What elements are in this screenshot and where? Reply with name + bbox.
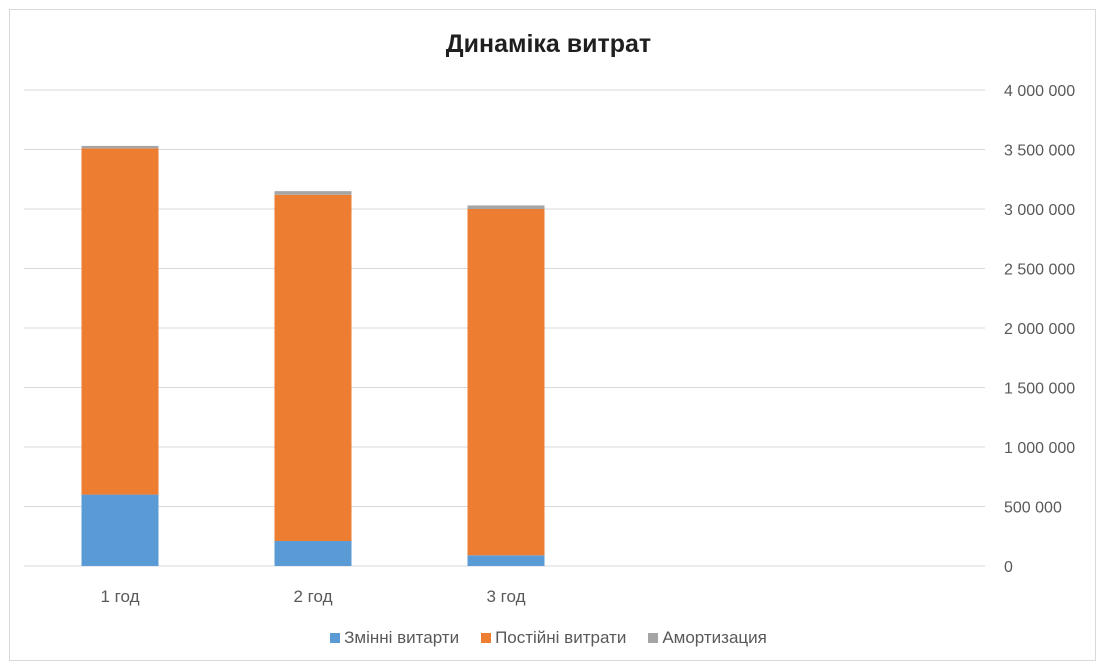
legend-label-amortization: Амортизация [662, 628, 767, 647]
chart-frame [9, 9, 1096, 661]
legend: Змінні витарти Постійні витрати Амортиза… [0, 628, 1097, 648]
bar-segment [81, 148, 159, 495]
bar-segment [467, 205, 545, 209]
bar-segment [274, 194, 352, 542]
y-tick-label: 1 000 000 [1004, 440, 1075, 457]
y-tick-label: 3 500 000 [1004, 143, 1075, 160]
legend-swatch-fixed [481, 633, 492, 643]
y-tick-label: 3 000 000 [1004, 202, 1075, 219]
x-tick-label: 1 год [100, 587, 139, 606]
legend-item-variable: Змінні витарти [330, 628, 459, 648]
y-tick-label: 0 [1004, 559, 1013, 576]
legend-swatch-amortization [648, 633, 659, 643]
y-tick-label: 2 000 000 [1004, 321, 1075, 338]
y-tick-label: 2 500 000 [1004, 262, 1075, 279]
legend-label-fixed: Постійні витрати [495, 628, 627, 647]
y-tick-label: 500 000 [1004, 500, 1062, 517]
legend-item-fixed: Постійні витрати [481, 628, 626, 648]
y-tick-label: 4 000 000 [1004, 83, 1075, 100]
bar-segment [81, 145, 159, 149]
y-tick-label: 1 500 000 [1004, 381, 1075, 398]
legend-swatch-variable [330, 633, 341, 643]
bar-segment [81, 494, 159, 566]
chart-title: Динаміка витрат [445, 30, 652, 58]
bar-segment [274, 541, 352, 566]
legend-item-amortization: Амортизация [648, 628, 767, 648]
bar-segment [274, 191, 352, 195]
bar-segment [467, 209, 545, 556]
x-tick-label: 2 год [293, 587, 332, 606]
x-tick-label: 3 год [486, 587, 525, 606]
bar-segment [467, 555, 545, 566]
legend-label-variable: Змінні витарти [344, 628, 460, 647]
